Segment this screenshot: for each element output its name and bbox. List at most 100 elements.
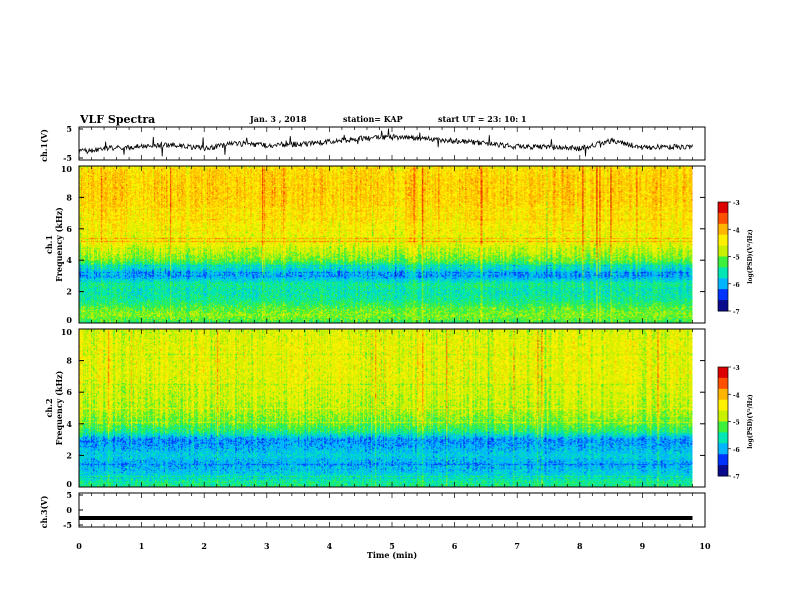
colorbar-cell [718,278,728,281]
ch1-waveform-ylabel-line: ch.1(V) [39,129,49,162]
colorbar-cell [718,211,728,214]
time-tick-label: 10 [699,541,711,551]
ch1-spectrogram-ylabel-line: ch.1 [44,235,54,254]
colorbar-cell [718,243,728,247]
ch2-spectrogram-ytick-label: 0 [66,479,72,489]
ch1-spectrogram-ytick-label: 0 [66,315,72,325]
colorbar-cell [718,448,728,452]
time-tick-label: 0 [76,541,82,551]
colorbar-cell [718,289,728,292]
colorbar-cell [718,258,728,261]
colorbar-cell [718,388,728,392]
colorbar-cell [718,267,728,270]
colorbar-tick-label: -5 [733,420,740,427]
colorbar-cell [718,450,728,453]
colorbar-cell [718,468,728,472]
time-tick-label: 2 [201,541,207,551]
ch2-spectrogram-ylabel: ch.2Frequency (kHz) [44,370,64,445]
colorbar-cell [718,287,728,290]
colorbar-cell [718,227,728,230]
colorbar-cell [718,457,728,461]
ch1-spectrogram-ylabel: ch.1Frequency (kHz) [44,207,64,282]
colorbar-cell [718,220,728,223]
colorbar-cell [718,385,728,388]
colorbar-cell [718,283,728,287]
colorbar-cell [718,456,728,459]
colorbar-cell [718,461,728,464]
ch3-waveform-ylabel: ch.3(V) [39,495,49,528]
colorbar-tick-label: -5 [733,255,740,262]
colorbar-cell [718,381,728,384]
colorbar-tick-label: -6 [733,447,740,454]
ch3-waveform-ytick-label: 5 [66,490,72,500]
ch1-colorbar: -3 -4 -5 -6 -7 log(PSD)(V²/Hz) [717,200,754,316]
time-tick-label: 9 [640,541,646,551]
colorbar-cell [718,294,728,297]
time-tick-label: 7 [514,541,520,551]
colorbar-cell [718,394,728,397]
colorbar-cell [718,466,728,470]
colorbar-cell [718,251,728,254]
colorbar-cell [718,280,728,283]
ch1-signal-line [78,128,693,157]
colorbar-cell [718,399,728,403]
colorbar-cell [718,465,728,468]
colorbar-cell [718,285,728,288]
colorbar-cell [718,428,728,432]
colorbar-cell [718,454,728,457]
ch3-waveform-ylabel-line: ch.3(V) [39,495,49,528]
ch2-spectrogram-ylabel-line: ch.2 [44,398,54,417]
colorbar-cell [718,372,728,375]
colorbar-cell [718,238,728,241]
ch2-spectrogram-image [79,329,693,487]
colorbar-tick-label: -4 [733,227,740,234]
ch1-spectrogram-ylabel-line: Frequency (kHz) [54,207,64,282]
colorbar-cell [718,416,728,419]
ch1-spectrogram-ytick-label: 10 [61,164,73,174]
colorbar-cell [718,425,728,428]
colorbar-cell [718,405,728,408]
colorbar-cell [718,271,728,274]
ch3-waveform-frame [78,492,706,528]
header-date: Jan. 3 , 2018 [250,114,307,124]
ch1-waveform-ylabel: ch.1(V) [39,129,49,162]
colorbar-cell [718,472,728,475]
colorbar-cell [718,231,728,234]
colorbar-tick-label: -6 [733,282,740,289]
colorbar-cell [718,386,728,390]
colorbar-cell [718,236,728,239]
colorbar-tick-label: -7 [733,474,740,481]
colorbar-cell [718,247,728,250]
ch3-waveform-ytick-label: -5 [63,520,72,530]
ch1-spectrogram-image [79,166,693,323]
ch2-spectrogram-ylabel-line: Frequency (kHz) [54,370,64,445]
colorbar-cell [718,249,728,252]
colorbar-cell [718,379,728,383]
colorbar-cell [718,403,728,406]
colorbar-cell [718,261,728,265]
ch2-colorbar: -3 -4 -5 -6 -7 log(PSD)(V²/Hz) [717,365,754,481]
colorbar-cell [718,292,728,296]
colorbar-cell [718,229,728,232]
colorbar-cell [718,436,728,439]
colorbar-cell [718,396,728,399]
ch1-spectrogram-ytick-label: 4 [66,255,72,265]
colorbar-cell [718,256,728,259]
colorbar-cell [718,401,728,404]
ch1-waveform-panel: 5 -5 ch.1(V) [39,124,706,163]
time-tick-label: 5 [389,541,395,551]
header-station: station= KAP [343,114,403,124]
colorbar-cell [718,225,728,228]
time-tick-label: 3 [264,541,270,551]
ch3-waveform-panel: 5 0 -5 ch.3(V) [39,490,706,530]
colorbar-cell [718,216,728,219]
colorbar-cell [718,241,728,245]
colorbar-cell [718,367,728,370]
colorbar-label: log(PSD)(V²/Hz) [747,394,754,449]
colorbar-cell [718,272,728,276]
colorbar-cell [718,410,728,413]
colorbar-cell [718,412,728,415]
time-tick-label: 4 [327,541,333,551]
colorbar-cell [718,417,728,421]
